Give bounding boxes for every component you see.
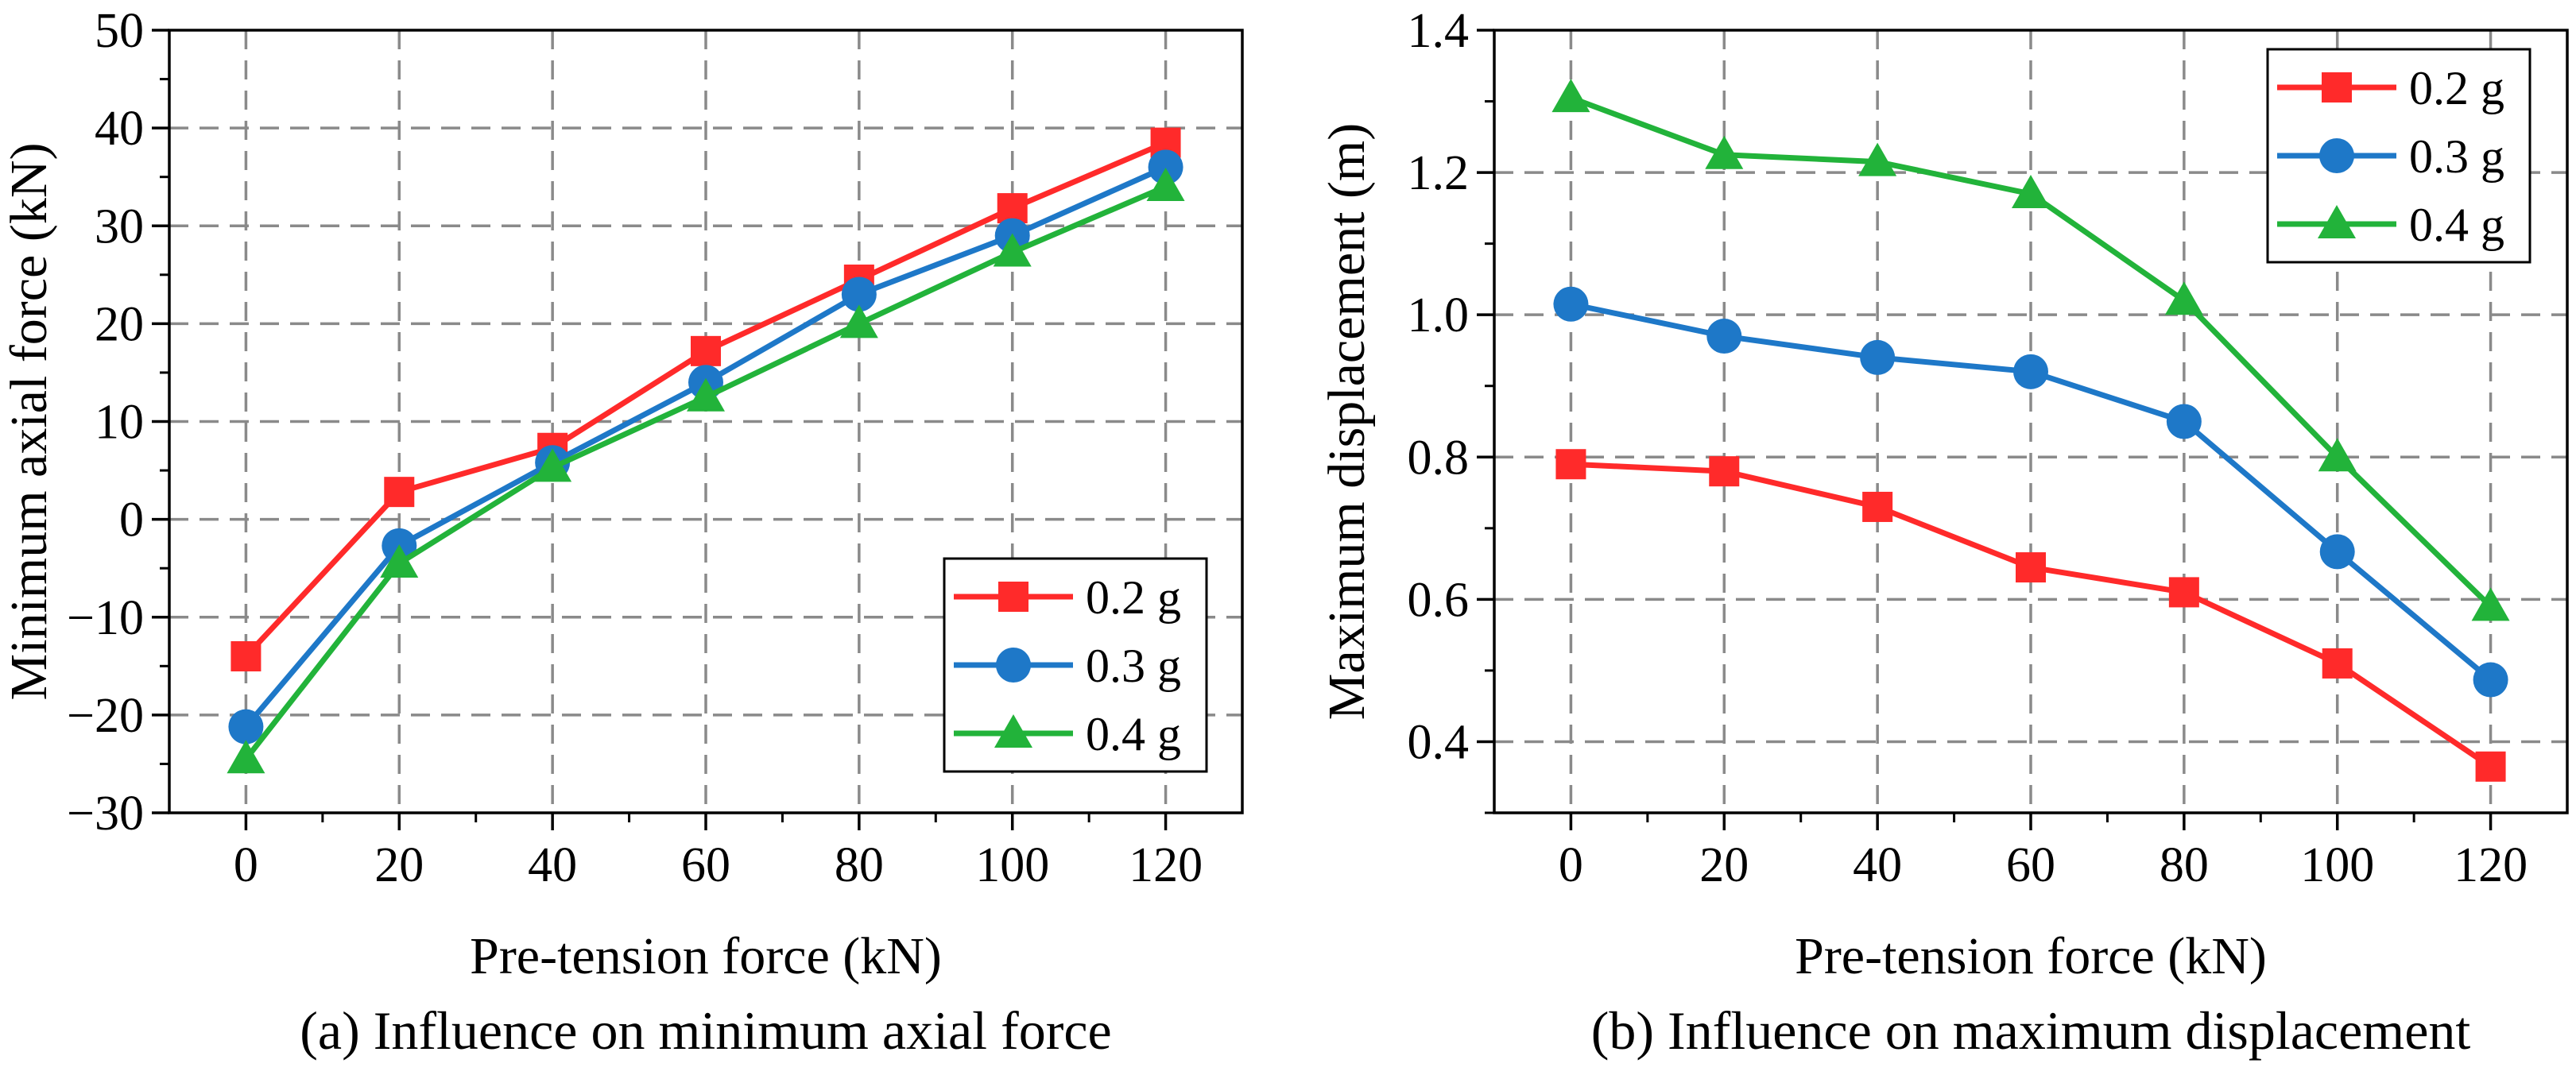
data-point [2322, 648, 2353, 679]
data-point [841, 277, 877, 312]
data-point [384, 477, 415, 508]
data-point [993, 233, 1032, 267]
x-tick-label: 60 [681, 838, 730, 892]
data-point [380, 544, 419, 578]
y-tick-label: 0.6 [1408, 573, 1470, 627]
x-tick-label: 100 [975, 838, 1049, 892]
data-point [533, 448, 572, 482]
data-point [2473, 662, 2508, 698]
series-0_4g [1551, 79, 2510, 621]
x-tick-label: 40 [528, 838, 577, 892]
data-point [839, 304, 878, 338]
data-point [2016, 552, 2046, 583]
data-point [2166, 404, 2202, 439]
x-tick-label: 80 [2160, 838, 2209, 892]
chart-caption: (a) Influence on minimum axial force [300, 1000, 1111, 1061]
chart-caption: (b) Influence on maximum displacement [1591, 1000, 2471, 1061]
legend-marker [2322, 72, 2352, 102]
data-point [2471, 587, 2510, 621]
x-tick-label: 20 [1699, 838, 1749, 892]
data-point [1553, 286, 1589, 322]
y-tick-label: 1.2 [1408, 146, 1470, 200]
legend-label: 0.4 g [2409, 199, 2504, 251]
x-axis-label: Pre-tension force (kN) [1795, 927, 2267, 985]
x-tick-label: 60 [2006, 838, 2055, 892]
x-tick-label: 0 [1559, 838, 1583, 892]
data-point [1858, 142, 1897, 176]
x-tick-label: 80 [835, 838, 884, 892]
data-point [687, 377, 725, 412]
legend-label: 0.2 g [1086, 571, 1181, 624]
y-tick-label: 10 [95, 396, 144, 450]
chart-panel-a: 0 20 40 60 80 100 120 −30 −20 −10 0 10 20 30 40 50 Pre-t… [0, 4, 1244, 1061]
data-point [2012, 174, 2050, 208]
legend-label: 0.2 g [2409, 62, 2504, 114]
y-tick-label: −10 [67, 591, 144, 645]
series-0_4g [227, 168, 1185, 774]
data-point [1146, 168, 1185, 201]
data-point [2168, 577, 2199, 608]
y-tick-label: 0.4 [1408, 715, 1470, 769]
y-tick-label: 40 [95, 102, 144, 156]
legend-marker [996, 648, 1031, 683]
y-axis-label: Maximum displacement (m) [1318, 123, 1376, 721]
data-point [1862, 491, 1893, 522]
legend-marker [998, 582, 1028, 612]
y-tick-label: −30 [67, 787, 144, 841]
series-0_3g [1553, 286, 2508, 698]
x-tick-label: 100 [2300, 838, 2374, 892]
y-tick-label: 50 [95, 4, 144, 58]
y-tick-label: 20 [95, 297, 144, 351]
data-point [1705, 135, 1744, 169]
series-0_2g [1555, 449, 2506, 782]
y-axis-label: Minimum axial force (kN) [0, 143, 58, 701]
y-tick-label: 0.8 [1408, 431, 1470, 485]
data-point [1706, 319, 1742, 354]
y-tick-label: −20 [67, 689, 144, 743]
legend-label: 0.3 g [2409, 130, 2504, 183]
y-tick-label: 1.4 [1408, 4, 1470, 58]
data-point [1709, 456, 1740, 487]
data-point [2164, 281, 2203, 315]
legend-label: 0.4 g [1086, 708, 1181, 760]
data-point [1860, 339, 1896, 375]
data-point [227, 740, 265, 774]
data-point [228, 709, 264, 744]
data-point [2013, 354, 2048, 389]
chart-panel-b: 0 20 40 60 80 100 120 0.4 0.6 0.8 1.0 1.2 1.4 Pre-ten… [1318, 4, 2569, 1061]
x-tick-label: 120 [1129, 838, 1203, 892]
data-point [230, 641, 261, 671]
y-tick-label: 30 [95, 199, 144, 253]
legend-marker [2318, 205, 2356, 238]
data-point [2318, 438, 2357, 472]
legend-label: 0.3 g [1086, 640, 1181, 692]
data-point [1148, 149, 1183, 185]
data-point [2319, 534, 2355, 570]
legend-marker [994, 714, 1032, 748]
data-point [1551, 79, 1590, 113]
x-tick-label: 0 [234, 838, 258, 892]
data-point [2475, 751, 2506, 782]
x-tick-label: 40 [1853, 838, 1902, 892]
y-tick-label: 1.0 [1408, 288, 1470, 342]
legend-marker [2319, 138, 2354, 173]
x-tick-label: 20 [374, 838, 424, 892]
legend: 0.2 g 0.3 g 0.4 g [2266, 48, 2531, 264]
legend: 0.2 g 0.3 g 0.4 g [943, 557, 1208, 773]
data-point [691, 335, 721, 366]
x-tick-label: 120 [2454, 838, 2528, 892]
y-tick-label: 0 [119, 493, 144, 547]
data-point [1555, 449, 1586, 480]
x-axis-label: Pre-tension force (kN) [470, 927, 942, 985]
